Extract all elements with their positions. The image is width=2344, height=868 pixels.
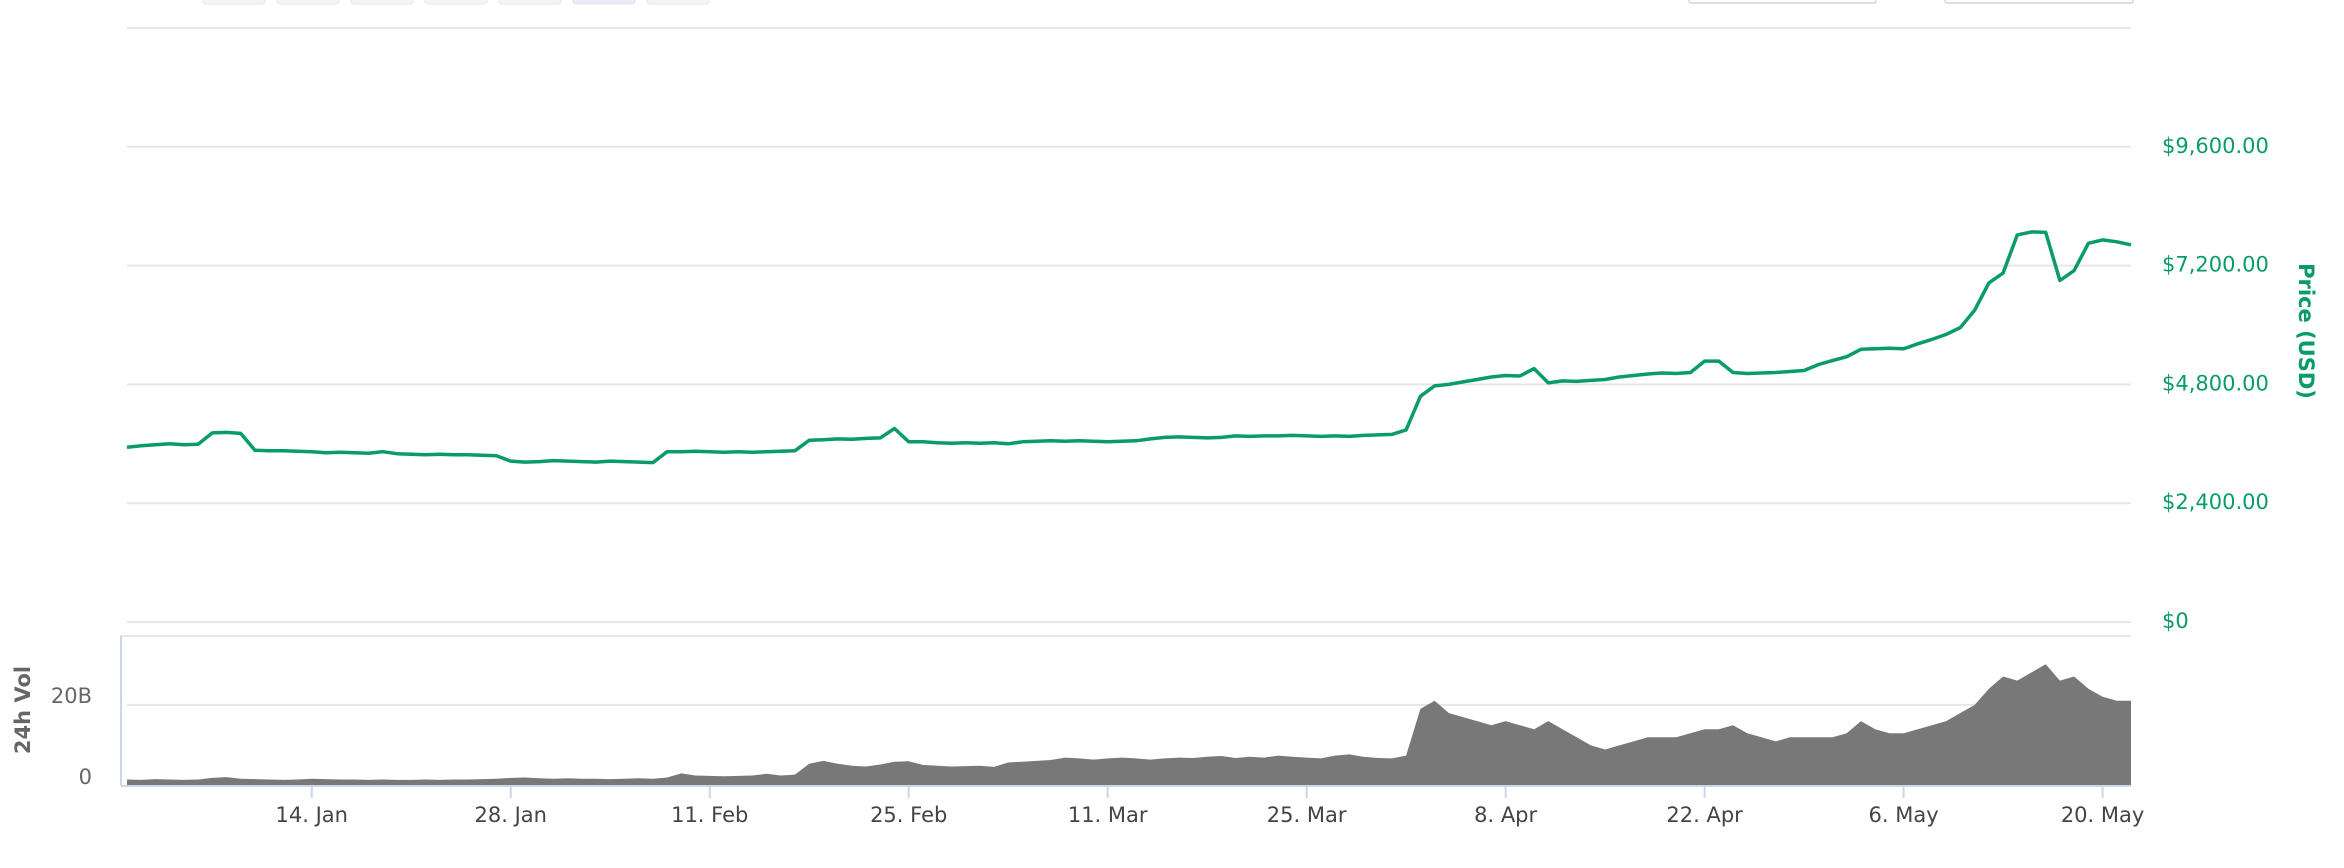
toolbar <box>202 0 2134 5</box>
date-input[interactable] <box>1688 0 1877 4</box>
x-tick-label: 25. Mar <box>1267 803 1347 827</box>
volume-area <box>127 664 2131 786</box>
range-button[interactable] <box>498 0 562 5</box>
range-button[interactable] <box>276 0 340 5</box>
x-tick-label: 14. Jan <box>276 803 348 827</box>
x-tick-label: 25. Feb <box>870 803 947 827</box>
y-tick-label: $9,600.00 <box>2162 134 2269 158</box>
range-button[interactable] <box>202 0 266 5</box>
x-tick-label: 6. May <box>1869 803 1939 827</box>
y2-tick-label: 0 <box>79 765 92 789</box>
x-tick-label: 8. Apr <box>1474 803 1537 827</box>
y-tick-label: $7,200.00 <box>2162 253 2269 277</box>
y2-tick-label: 20B <box>51 684 92 708</box>
x-tick-label: 22. Apr <box>1666 803 1743 827</box>
y-tick-label: $4,800.00 <box>2162 371 2269 395</box>
date-input[interactable] <box>1944 0 2134 4</box>
y-tick-label: $0 <box>2162 609 2189 633</box>
y-tick-label: $2,400.00 <box>2162 490 2269 514</box>
range-button[interactable] <box>424 0 488 5</box>
x-tick-label: 11. Feb <box>671 803 748 827</box>
range-button[interactable] <box>572 0 636 5</box>
range-button[interactable] <box>350 0 414 5</box>
x-tick-label: 20. May <box>2061 803 2145 827</box>
price-line <box>126 230 2132 465</box>
y-axis-title: Price (USD) <box>2294 263 2318 399</box>
x-tick-label: 11. Mar <box>1068 803 1148 827</box>
x-tick-label: 28. Jan <box>475 803 547 827</box>
range-button[interactable] <box>646 0 710 5</box>
y2-axis-title: 24h Vol <box>11 666 35 754</box>
